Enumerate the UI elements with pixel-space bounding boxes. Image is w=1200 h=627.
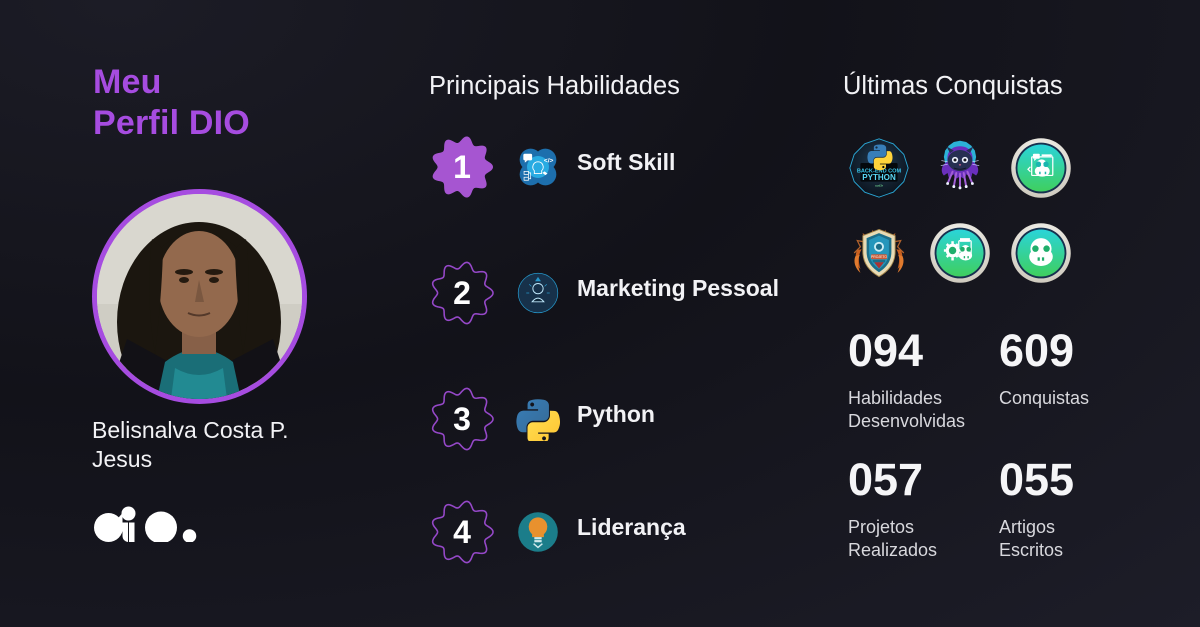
svg-text:PROJETO: PROJETO [871,255,887,259]
svg-text:</>: </> [544,158,554,165]
svg-text:PYTHON: PYTHON [862,173,896,182]
svg-text:cod3r: cod3r [875,184,883,188]
